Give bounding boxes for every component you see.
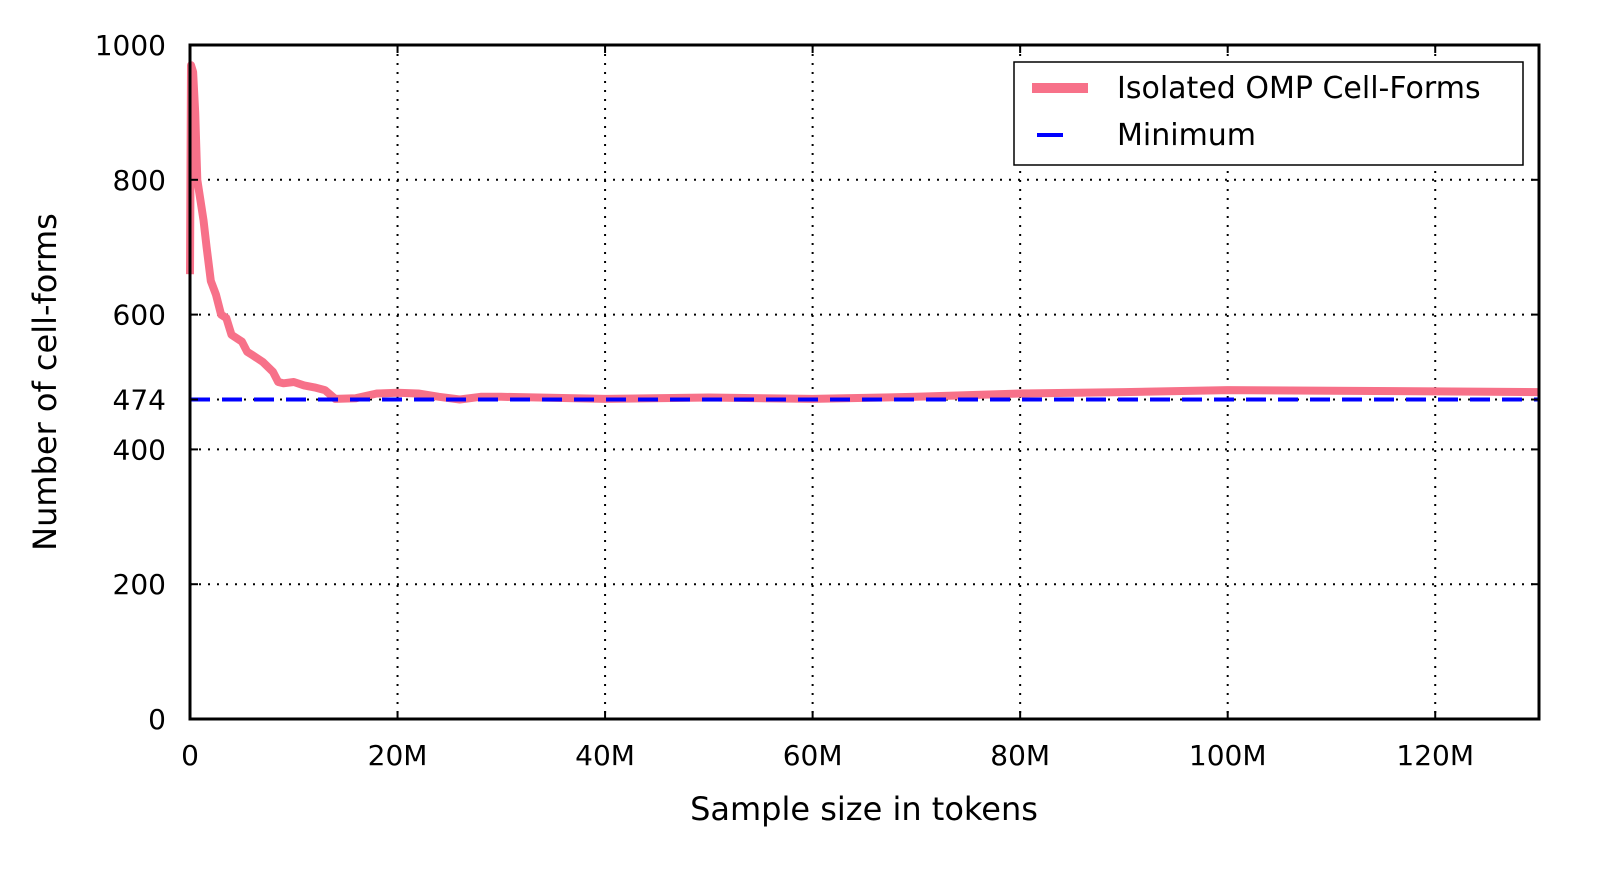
x-tick-label: 40M (575, 739, 635, 772)
x-axis-label: Sample size in tokens (690, 790, 1038, 828)
y-axis-label: Number of cell-forms (26, 213, 64, 551)
x-tick-label: 0 (181, 739, 199, 772)
legend-label: Minimum (1117, 118, 1256, 153)
series-group (186, 61, 1540, 404)
x-tick-label: 60M (783, 739, 843, 772)
legend-label: Isolated OMP Cell-Forms (1117, 71, 1481, 106)
legend: Isolated OMP Cell-Forms Minimum (1013, 61, 1524, 166)
axis-ticks: 0 20M 40M 60M 80M 100M 120M 0 200 400 474 600 800 100… (95, 29, 1539, 772)
x-tick-label: 20M (368, 739, 428, 772)
y-tick-label: 0 (148, 703, 166, 736)
legend-frame (1013, 61, 1524, 166)
plot-frame (188, 43, 1541, 721)
y-tick-label: 800 (113, 164, 166, 197)
y-tick-label: 474 (113, 384, 166, 417)
y-tick-label: 200 (113, 568, 166, 601)
x-tick-label: 100M (1189, 739, 1267, 772)
y-tick-label: 600 (113, 299, 166, 332)
x-tick-label: 80M (990, 739, 1050, 772)
y-tick-label: 1000 (95, 29, 166, 62)
y-tick-label: 400 (113, 433, 166, 466)
x-tick-label: 120M (1396, 739, 1474, 772)
